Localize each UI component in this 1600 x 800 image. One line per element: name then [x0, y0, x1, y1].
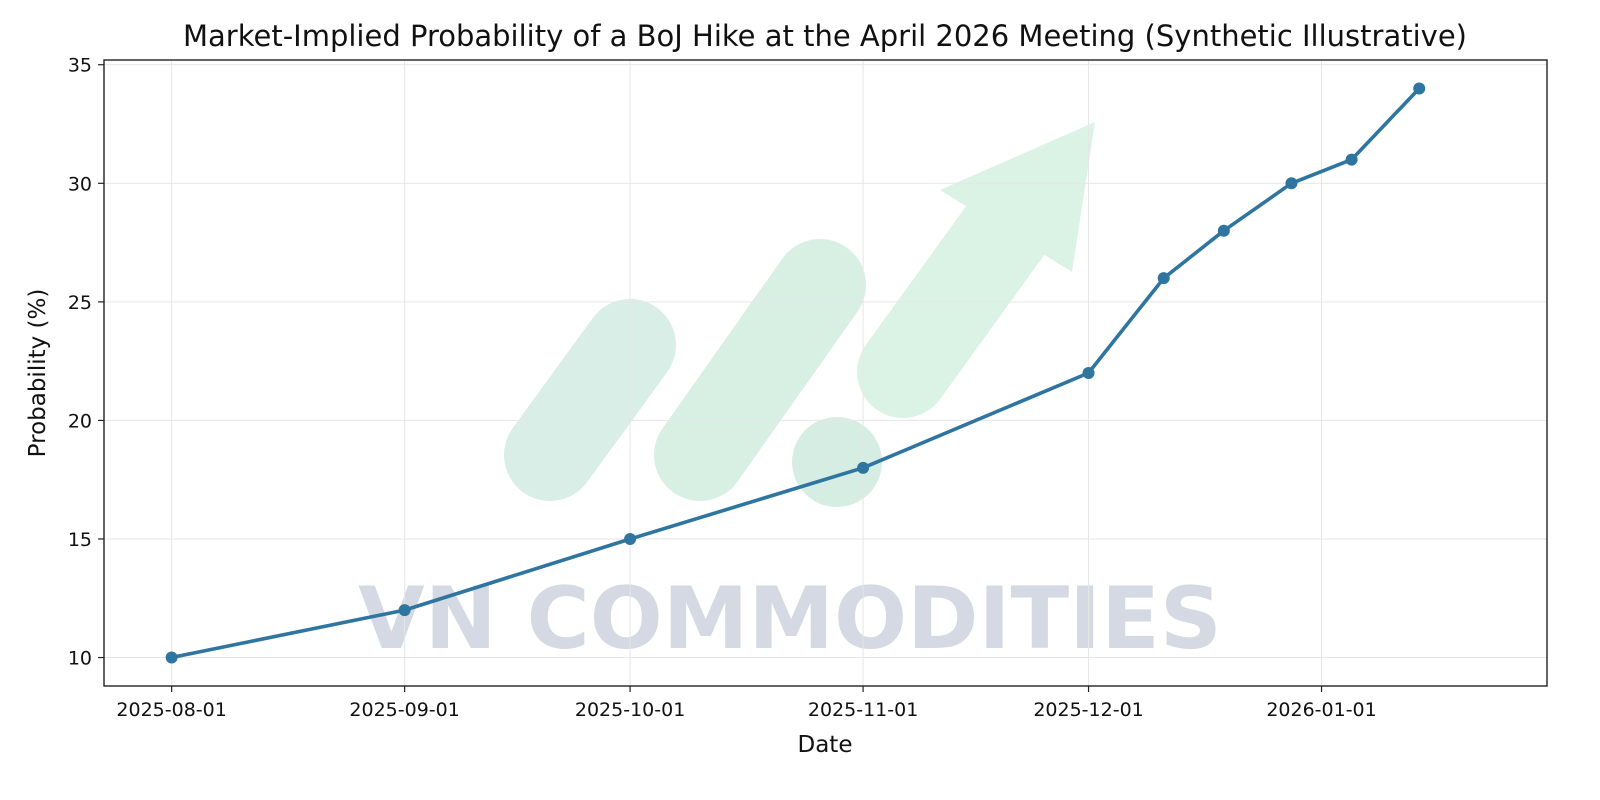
y-tick-label: 20 [68, 410, 92, 432]
series-line [169, 86, 1421, 660]
y-axis-label: Probability (%) [25, 289, 51, 458]
data-point [624, 532, 637, 545]
x-tick-label: 2026-01-01 [1266, 699, 1376, 721]
x-tick-label: 2025-10-01 [575, 699, 685, 721]
watermark-text: VN COMMODITIES [358, 569, 1222, 669]
y-tick-label: 25 [68, 292, 92, 314]
data-point [857, 461, 870, 474]
data-point [1413, 82, 1426, 95]
x-tick-label: 2025-11-01 [808, 699, 918, 721]
watermark: VN COMMODITIES [358, 122, 1222, 669]
series-layer [165, 82, 1426, 664]
x-tick-label: 2025-09-01 [349, 699, 459, 721]
y-tick-label: 35 [68, 55, 92, 77]
data-point [1285, 177, 1298, 190]
grid [104, 60, 1547, 686]
watermark-logo-bar-1 [504, 299, 676, 501]
y-tick-label: 30 [68, 173, 92, 195]
y-tick-label: 15 [68, 529, 92, 551]
ticks: 2025-08-01 2025-09-01 2025-10-01 2025-11-01… [68, 55, 1377, 721]
x-tick-label: 2025-08-01 [116, 699, 226, 721]
x-axis-label: Date [798, 732, 853, 758]
chart-title: Market-Implied Probability of a BoJ Hike… [183, 19, 1467, 53]
watermark-logo-arrow-shaft [857, 164, 1066, 418]
x-tick-label: 2025-12-01 [1033, 699, 1143, 721]
data-point [398, 604, 411, 617]
data-point [1157, 272, 1170, 285]
data-point [1345, 153, 1358, 166]
data-point [165, 651, 178, 664]
plot-frame [103, 59, 1548, 687]
data-point [1217, 224, 1230, 237]
watermark-logo-arrow-head [940, 122, 1095, 272]
y-tick-label: 10 [68, 648, 92, 670]
watermark-logo-bar-2 [654, 239, 866, 501]
watermark-logo-dot [792, 417, 882, 507]
watermark-logo [504, 122, 1095, 507]
data-point [1082, 367, 1095, 379]
